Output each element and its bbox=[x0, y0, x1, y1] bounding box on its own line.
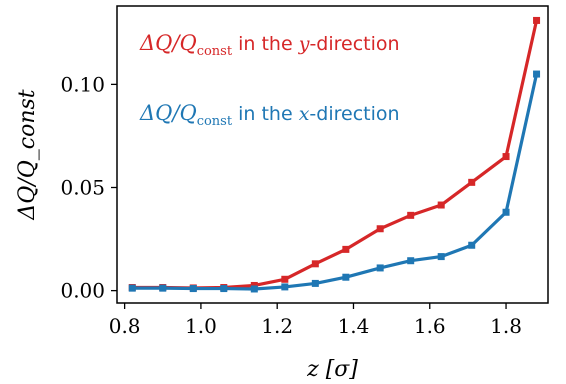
data-point bbox=[250, 285, 258, 293]
data-point bbox=[220, 285, 228, 293]
y-axis-label: ΔQ/Q_const bbox=[15, 89, 40, 220]
data-point bbox=[311, 260, 319, 268]
data-point bbox=[468, 178, 476, 186]
plot-frame bbox=[116, 5, 549, 304]
data-point bbox=[159, 284, 167, 292]
data-point bbox=[407, 257, 415, 265]
data-point bbox=[342, 245, 350, 253]
x-axis-ticks: 0.8 1.0 1.2 1.4 1.6 1.8 bbox=[109, 303, 522, 338]
data-point bbox=[533, 16, 541, 24]
data-point bbox=[376, 225, 384, 233]
data-point bbox=[189, 285, 197, 293]
data-point bbox=[311, 279, 319, 287]
x-tick-label: 0.8 bbox=[109, 314, 141, 338]
data-point bbox=[533, 70, 541, 78]
x-axis-label: z [σ] bbox=[306, 357, 358, 382]
series-layer bbox=[128, 16, 541, 293]
legend-entry-x-direction: ΔQ/Qconst in the x-direction bbox=[139, 101, 400, 129]
data-point bbox=[281, 283, 289, 291]
data-point bbox=[250, 281, 258, 289]
data-point bbox=[502, 153, 510, 161]
data-point bbox=[468, 241, 476, 249]
data-point bbox=[128, 284, 136, 292]
x-tick-label: 1.2 bbox=[261, 314, 293, 338]
y-axis-ticks: 0.00 0.05 0.10 bbox=[60, 72, 117, 303]
data-point bbox=[376, 264, 384, 272]
axes bbox=[116, 5, 549, 304]
x-tick-label: 1.0 bbox=[185, 314, 217, 338]
series-line-x-direction bbox=[132, 73, 539, 291]
data-point bbox=[342, 273, 350, 281]
x-tick-label: 1.8 bbox=[490, 314, 522, 338]
data-point bbox=[437, 201, 445, 209]
data-point bbox=[502, 208, 510, 216]
x-tick-label: 1.6 bbox=[414, 314, 446, 338]
y-tick-label: 0.00 bbox=[60, 279, 105, 303]
series-line-y-direction bbox=[132, 20, 539, 290]
legend-entry-y-direction: ΔQ/Qconst in the y-direction bbox=[139, 31, 400, 59]
y-tick-label: 0.10 bbox=[60, 72, 105, 96]
data-point bbox=[281, 275, 289, 283]
x-tick-label: 1.4 bbox=[338, 314, 370, 338]
data-point bbox=[407, 211, 415, 219]
legend: ΔQ/Qconst in the y-direction ΔQ/Qconst i… bbox=[139, 31, 400, 129]
data-point bbox=[437, 253, 445, 261]
y-tick-label: 0.05 bbox=[60, 176, 105, 200]
